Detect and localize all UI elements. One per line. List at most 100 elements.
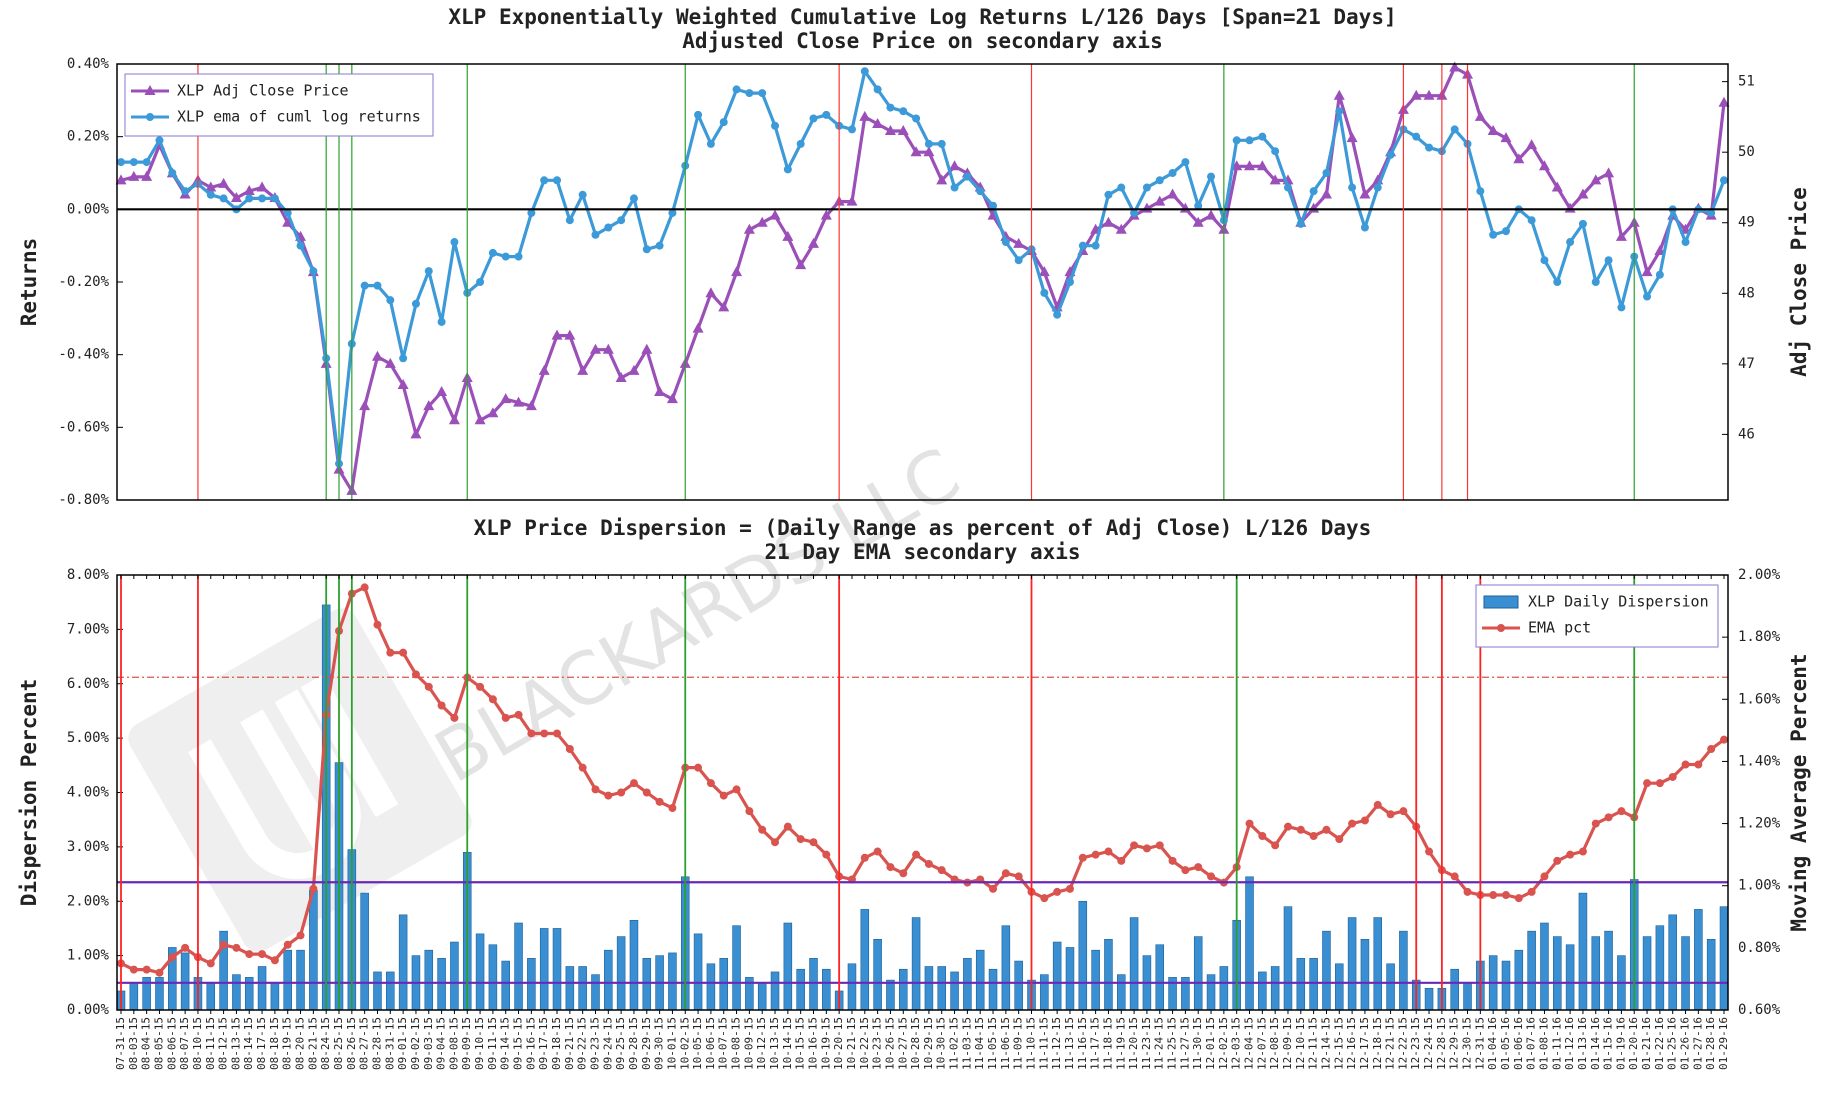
marker (1102, 216, 1114, 227)
marker (912, 114, 921, 123)
marker (527, 729, 536, 738)
x-tick-label: 12-01-15 (1204, 1017, 1217, 1070)
bar (822, 968, 831, 1011)
bar (437, 958, 446, 1011)
bar (386, 971, 395, 1011)
marker (1489, 891, 1498, 900)
marker (886, 103, 895, 112)
x-tick-label: 12-29-15 (1448, 1017, 1461, 1070)
bar (604, 949, 613, 1011)
bar (1553, 936, 1562, 1011)
x-tick-label: 11-12-15 (1050, 1017, 1063, 1070)
bar (1347, 917, 1357, 1011)
x-tick-label: 12-28-15 (1435, 1017, 1448, 1070)
marker (758, 89, 767, 98)
chart-subtitle: 21 Day EMA secondary axis (764, 540, 1080, 564)
marker (1718, 96, 1730, 107)
y-axis-label: Returns (17, 238, 41, 327)
y-axis-label: Dispersion Percent (17, 679, 41, 907)
marker (129, 158, 138, 167)
x-tick-label: 08-10-15 (191, 1017, 204, 1070)
marker (1487, 125, 1499, 136)
x-tick-label: 01-15-16 (1602, 1017, 1615, 1070)
x-tick-label: 09-21-15 (563, 1017, 576, 1070)
y2-tick-label: 48 (1738, 285, 1755, 301)
marker (309, 884, 318, 893)
marker (232, 943, 241, 952)
marker (564, 329, 576, 340)
y-tick-label: 8.00% (67, 567, 110, 583)
marker (1399, 807, 1408, 816)
legend-box (124, 73, 434, 137)
x-tick-label: 12-11-15 (1307, 1017, 1320, 1070)
x-tick-label: 09-03-15 (422, 1017, 435, 1070)
x-tick-label: 10-15-15 (794, 1017, 807, 1070)
marker (410, 428, 422, 439)
marker (1538, 160, 1550, 171)
marker (899, 869, 908, 878)
x-tick-label: 11-11-15 (1037, 1017, 1050, 1070)
marker (283, 208, 292, 217)
marker (591, 785, 600, 794)
bar (1219, 966, 1229, 1011)
bar (770, 971, 780, 1011)
marker (1271, 147, 1280, 156)
marker (256, 181, 268, 192)
marker (1707, 745, 1716, 753)
marker (719, 118, 728, 127)
x-tick-label: 10-19-15 (819, 1017, 832, 1070)
x-tick-label: 08-28-15 (370, 1017, 383, 1070)
marker (437, 317, 446, 326)
x-tick-label: 08-14-15 (242, 1017, 255, 1070)
marker (373, 281, 382, 290)
marker (1694, 760, 1703, 769)
bar (899, 968, 908, 1011)
x-tick-label: 10-26-15 (883, 1017, 896, 1070)
marker (155, 136, 164, 145)
marker (1244, 160, 1256, 171)
marker (514, 252, 523, 261)
marker (206, 190, 215, 199)
marker (359, 400, 371, 411)
marker (437, 701, 446, 710)
y-tick-label: 6.00% (67, 676, 110, 692)
marker (1604, 256, 1613, 265)
x-tick-label: 09-22-15 (576, 1017, 589, 1070)
bar (180, 952, 190, 1011)
legend-label: EMA pct (1528, 619, 1591, 637)
x-tick-label: 10-23-15 (871, 1017, 884, 1070)
x-tick-label: 08-03-15 (127, 1017, 140, 1070)
marker (1283, 183, 1292, 192)
bar (309, 890, 318, 1011)
plot-frame (116, 63, 1729, 501)
x-tick-label: 11-05-15 (986, 1017, 999, 1070)
y2-tick-label: 1.20% (1738, 816, 1781, 832)
marker (950, 183, 959, 192)
marker (1104, 847, 1113, 856)
marker (1335, 107, 1344, 116)
marker (1167, 188, 1179, 199)
marker (589, 343, 601, 354)
bar (527, 958, 536, 1011)
x-tick-label: 01-13-16 (1576, 1017, 1589, 1070)
marker (642, 245, 651, 254)
marker (1668, 772, 1677, 781)
marker (847, 125, 856, 134)
marker (1566, 238, 1575, 247)
x-tick-label: 12-07-15 (1255, 1017, 1268, 1070)
y2-tick-label: 51 (1738, 74, 1755, 90)
y2-tick-label: 2.00% (1738, 567, 1781, 583)
marker (219, 194, 228, 203)
marker (705, 287, 717, 298)
bar (1155, 944, 1165, 1011)
marker (604, 223, 613, 232)
x-tick-label: 01-26-16 (1679, 1017, 1692, 1070)
x-tick-label: 08-25-15 (332, 1017, 345, 1070)
marker (795, 259, 807, 270)
marker (1154, 195, 1166, 206)
y-tick-label: -0.40% (58, 347, 109, 363)
bar (732, 925, 741, 1011)
marker (1641, 266, 1653, 277)
x-tick-label: 09-02-15 (409, 1017, 422, 1070)
